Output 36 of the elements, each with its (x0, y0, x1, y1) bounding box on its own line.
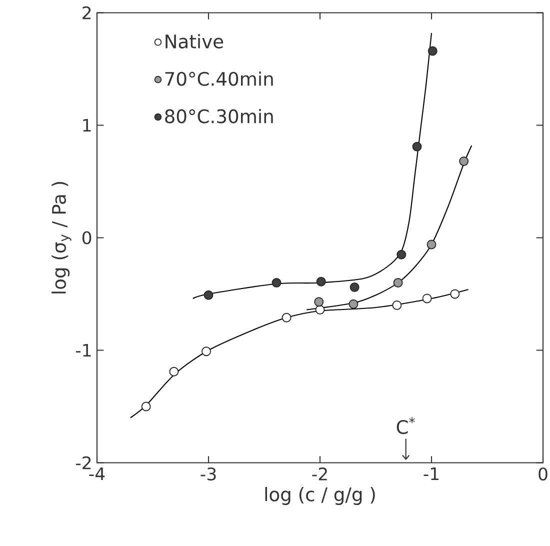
x-axis-title: log (c / g/g ) (265, 486, 375, 505)
y-tick-label: 1 (83, 118, 91, 132)
x-tick-label: -1 (424, 467, 439, 480)
point (169, 366, 179, 376)
point (393, 278, 403, 288)
legend-label: Native (166, 34, 224, 48)
point (422, 294, 432, 304)
x-tick-label: 0 (538, 467, 548, 481)
point (314, 297, 324, 307)
point (412, 142, 422, 152)
point (350, 282, 360, 292)
point (204, 290, 214, 300)
point (348, 299, 358, 309)
point (459, 156, 469, 166)
x-tick-label: -4 (89, 467, 105, 480)
point (450, 289, 460, 299)
y-tick-label: 0 (82, 231, 92, 244)
point (428, 46, 438, 56)
point (282, 312, 292, 322)
point (315, 305, 325, 314)
x-tick-label: -2 (312, 467, 327, 480)
legend-label: 80°C.30min (165, 108, 273, 124)
y-tick-label: -2 (76, 456, 91, 470)
y-tick-label: 2 (82, 6, 91, 20)
point (316, 276, 326, 286)
y-tick-label: -1 (76, 344, 91, 357)
point (392, 300, 402, 310)
y-axis-title: log (σ$_{y}$ / Pa ) (52, 182, 72, 294)
x-tick-label: -3 (200, 467, 216, 481)
point (272, 278, 282, 288)
ref-line-label: C$^{*}$ (396, 417, 415, 434)
point (426, 240, 436, 250)
point (202, 346, 212, 356)
legend-label: 70°C.40min (165, 72, 273, 86)
point (141, 402, 151, 412)
point (396, 250, 406, 260)
